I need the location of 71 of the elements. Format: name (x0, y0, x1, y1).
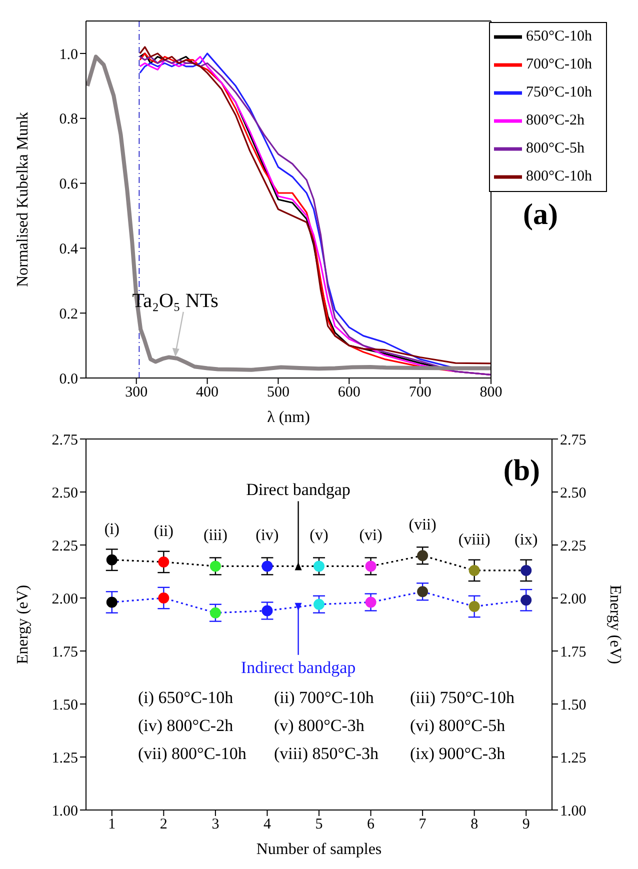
y2-tick-label: 1.25 (560, 750, 586, 766)
annotation: (v) (310, 527, 328, 544)
text: Indirect bandgap (240, 658, 356, 677)
y-tick-label: 0.6 (59, 176, 78, 193)
y-tick-label: 2.75 (52, 432, 78, 448)
text: Direct bandgap (246, 480, 350, 500)
x-tick-label: 300 (125, 384, 148, 401)
y-tick-label: 1.00 (52, 803, 78, 820)
text: (a) (523, 198, 558, 232)
x-tick-label: 800 (480, 384, 502, 401)
annotation: (vi) (359, 527, 382, 544)
x-tick-label: 5 (315, 816, 323, 833)
annotation: (ii) 700°C-10h (274, 688, 375, 708)
y-tick-label: 2.00 (52, 591, 78, 608)
x-tick-label: 6 (367, 816, 376, 833)
x-axis-title: Number of samples (256, 841, 382, 858)
y-tick-label: 1.75 (52, 644, 78, 660)
legend-label: 800°C-2h (526, 112, 584, 128)
legend-label: 700°C-10h (526, 56, 592, 72)
y2-axis-title: Energy (eV) (606, 584, 624, 664)
annotation: (ii) (154, 522, 174, 540)
annotation: (ix) 900°C-3h (410, 744, 506, 764)
y-tick-label: 1.50 (52, 697, 78, 714)
y-tick-label: 0.2 (59, 306, 78, 322)
x-tick-label: 700 (408, 384, 432, 401)
x-tick-label: 500 (266, 384, 290, 401)
annotation: (v) 800°C-3h (274, 716, 366, 736)
y-tick-label: 0.4 (59, 242, 78, 258)
x-tick-label: 1 (108, 816, 116, 833)
y-axis-title: Normalised Kubelka Munk (14, 112, 32, 288)
annotation: (i) (104, 520, 120, 538)
y2-tick-label: 2.75 (560, 432, 586, 448)
annotation: (iv) (256, 527, 279, 544)
annotation: (viii) (458, 531, 490, 548)
annotation: (iii) 750°C-10h (410, 688, 516, 708)
annotation: (vii) (408, 516, 436, 534)
legend-label: 750°C-10h (526, 84, 592, 100)
x-tick-label: 7 (418, 816, 427, 833)
annotation: Ta₂O₅ NTs (132, 290, 219, 312)
annotation: (iv) 800°C-2h (138, 716, 234, 736)
y-tick-label: 1.25 (52, 750, 78, 766)
x-axis-title: λ (nm) (267, 409, 310, 426)
x-tick-label: 3 (212, 816, 220, 833)
y2-tick-label: 2.25 (560, 538, 586, 554)
y2-tick-label: 1.50 (560, 697, 586, 714)
legend-label: 800°C-5h (526, 140, 584, 156)
y2-tick-label: 2.00 (560, 591, 586, 608)
x-tick-label: 9 (522, 816, 530, 833)
legend-label: 650°C-10h (526, 28, 592, 44)
x-tick-label: 600 (338, 384, 360, 401)
annotation: (b) (503, 454, 540, 488)
y-tick-label: 2.25 (52, 538, 78, 554)
x-tick-label: 4 (263, 816, 272, 833)
x-tick-label: 400 (196, 384, 219, 401)
legend-label: 800°C-10h (526, 168, 592, 184)
annotation: (vi) 800°C-5h (410, 716, 506, 736)
annotation: (i) 650°C-10h (138, 688, 234, 708)
annotation: (ix) (514, 531, 538, 548)
x-tick-label: 8 (470, 816, 478, 833)
annotation: (viii) 850°C-3h (274, 744, 380, 764)
y2-tick-label: 1.75 (560, 644, 586, 660)
x-tick-label: 2 (160, 816, 168, 833)
y-tick-label: 2.50 (52, 485, 78, 502)
annotation: (vii) 800°C-10h (138, 744, 248, 764)
annotation: (iii) (203, 527, 228, 544)
y2-tick-label: 1.00 (560, 803, 586, 820)
y-tick-label: 0.8 (59, 112, 78, 128)
y-axis-title: Energy (eV) (14, 584, 32, 664)
y-tick-label: 1.0 (59, 46, 78, 63)
y2-tick-label: 2.50 (560, 485, 586, 502)
y-tick-label: 0.0 (59, 371, 78, 388)
